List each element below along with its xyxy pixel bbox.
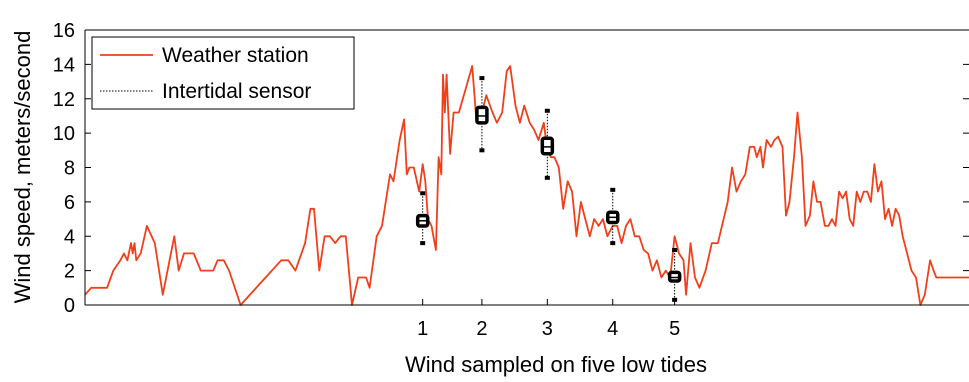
boxplot-1 [415,191,430,246]
box-iqr [540,136,555,156]
y-tick-label: 0 [64,295,75,317]
series-line-weather-station [84,65,969,306]
y-tick-label: 6 [64,192,75,214]
x-tick-label: 4 [607,318,618,340]
boxplot-5 [667,248,682,302]
y-tick-label: 10 [53,123,75,145]
legend: Weather station Intertidal sensor [91,36,355,110]
legend-box [91,36,355,110]
whisker-cap-upper [420,191,426,196]
x-tick-label: 2 [476,318,487,340]
whisker-cap-lower [420,241,426,246]
boxplot-layer [415,76,682,302]
y-tick-label: 4 [64,226,75,248]
series-layer [84,65,969,306]
box-iqr [475,105,489,125]
x-tick-label: 1 [417,318,428,340]
y-ticks: 0 2 4 6 8 10 12 14 16 [53,20,969,317]
whisker-cap-lower [610,241,616,246]
whisker-cap-upper [479,76,485,81]
boxplot-2 [475,76,489,153]
boxplot-4 [605,187,620,246]
x-tick-label: 3 [542,318,553,340]
whisker-cap-upper [544,108,550,113]
boxplot-3 [540,108,555,180]
whisker-cap-upper [610,187,616,192]
x-axis-title: Wind sampled on five low tides [405,352,707,377]
whisker-cap-upper [672,248,678,252]
y-tick-label: 8 [64,158,75,180]
y-tick-label: 16 [53,20,75,42]
box-iqr [667,270,682,283]
x-ticks: 1 2 3 4 5 [417,299,680,340]
legend-label-intertidal-sensor: Intertidal sensor [162,80,311,103]
whisker-cap-lower [479,148,485,153]
y-tick-label: 2 [64,261,75,283]
whisker-cap-lower [544,175,550,180]
y-axis-title: Wind speed, meters/second [10,31,35,304]
legend-label-weather-station: Weather station [162,44,309,67]
x-tick-label: 5 [669,318,680,340]
y-tick-label: 14 [53,54,75,76]
y-tick-label: 12 [53,89,75,111]
